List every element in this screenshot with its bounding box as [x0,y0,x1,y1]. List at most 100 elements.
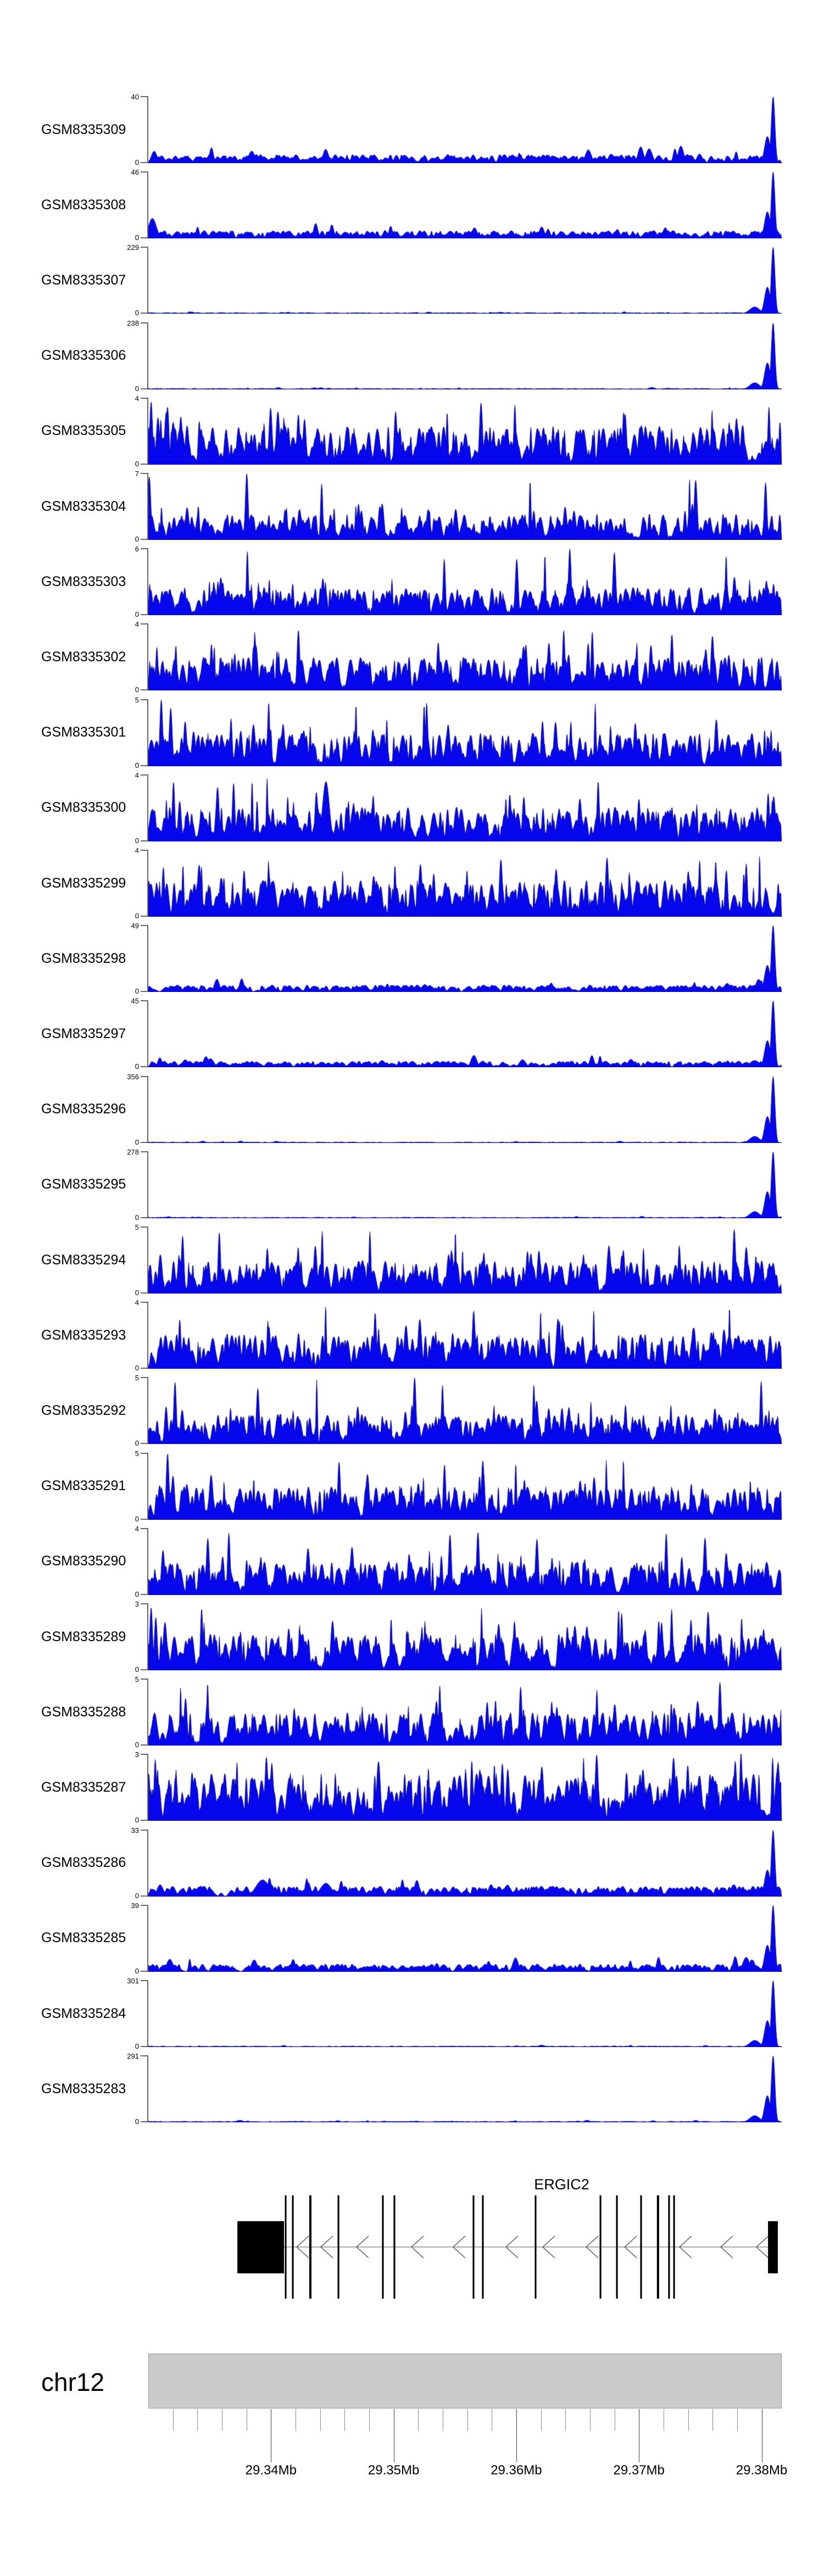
y-axis-line [147,623,148,691]
y-axis-line [147,1754,148,1821]
y-axis-zero-tick [141,162,147,163]
y-axis-zero-label: 0 [135,912,139,920]
y-axis-top-tick [141,925,147,927]
y-axis-line [147,925,148,993]
strand-direction-arrow [320,2235,333,2259]
y-axis-zero-label: 0 [135,761,139,770]
y-axis-max-label: 49 [131,922,139,930]
gene-exon-box [237,2221,284,2273]
y-axis-max-label: 6 [135,545,139,554]
y-axis-zero-label: 0 [135,610,139,619]
y-axis-max-label: 291 [127,2052,139,2061]
y-axis-line [147,96,148,163]
y-axis-top-tick [141,1829,147,1831]
y-axis-max-label: 5 [135,1374,139,1382]
y-axis-top-tick [141,1980,147,1981]
strand-direction-arrow [678,2235,692,2259]
coverage-track: GSM8335307 229 0 [0,243,824,317]
y-axis-zero-tick [141,840,147,841]
y-axis-line [147,1452,148,1520]
coverage-signal [148,623,782,691]
coverage-signal [148,171,782,239]
y-axis-zero-label: 0 [135,987,139,996]
y-axis-zero-tick [141,1669,147,1670]
track-label: GSM8335306 [41,348,126,364]
coverage-signal [148,1377,782,1445]
strand-direction-arrow [720,2235,733,2259]
y-axis-line [147,397,148,465]
y-axis-top-tick [141,96,147,97]
y-axis-zero-tick [141,1895,147,1897]
coverage-track: GSM8335285 39 0 [0,1901,824,1975]
coverage-signal [148,1527,782,1595]
axis-minor-tick [172,2409,174,2431]
coverage-signal [148,1452,782,1520]
y-axis-line [147,1904,148,1972]
y-axis-zero-label: 0 [135,1138,139,1146]
y-axis-line [147,171,148,239]
coverage-signal [148,1151,782,1218]
y-axis-max-label: 4 [135,1524,139,1533]
coverage-signal [148,548,782,616]
y-axis-max-label: 39 [131,1901,139,1910]
coverage-track: GSM8335296 356 0 [0,1073,824,1146]
y-axis-zero-label: 0 [135,1439,139,1448]
y-axis-line [147,2055,148,2123]
y-axis-zero-label: 0 [135,1514,139,1523]
y-axis-zero-label: 0 [135,1816,139,1825]
y-axis-zero-label: 0 [135,1891,139,1900]
y-axis-line [147,1527,148,1595]
track-label: GSM8335292 [41,1402,126,1418]
track-label: GSM8335284 [41,2005,126,2021]
track-label: GSM8335302 [41,649,126,665]
axis-tick-label: 29.36Mb [491,2463,542,2478]
gene-exon-line [616,2195,618,2299]
y-axis-top-tick [141,2055,147,2057]
y-axis-line [147,322,148,389]
track-label: GSM8335300 [41,800,126,816]
gene-exon-line [472,2195,475,2299]
coverage-track: GSM8335291 5 0 [0,1449,824,1523]
y-axis-zero-tick [141,614,147,616]
y-axis-line [147,1075,148,1143]
strand-direction-arrow [755,2235,769,2259]
coverage-signal [148,1226,782,1293]
coverage-track: GSM8335293 4 0 [0,1298,824,1372]
y-axis-max-label: 229 [127,243,139,252]
gene-exon-line [668,2195,670,2299]
y-axis-line [147,1377,148,1445]
coverage-track: GSM8335297 45 0 [0,997,824,1070]
y-axis-zero-tick [141,991,147,993]
y-axis-zero-tick [141,1443,147,1445]
track-label: GSM8335291 [41,1478,126,1494]
y-axis-zero-label: 0 [135,1741,139,1749]
y-axis-zero-label: 0 [135,685,139,694]
y-axis-max-label: 4 [135,620,139,629]
coverage-track: GSM8335295 278 0 [0,1148,824,1222]
coverage-track: GSM8335287 3 0 [0,1750,824,1825]
gene-exon-line [292,2195,294,2299]
axis-minor-tick [320,2409,321,2431]
gene-exon-line [382,2195,384,2299]
y-axis-zero-label: 0 [135,535,139,543]
y-axis-top-tick [141,1904,147,1906]
y-axis-zero-tick [141,1593,147,1595]
coverage-signal [148,1000,782,1068]
coverage-signal [148,96,782,163]
track-label: GSM8335309 [41,121,126,137]
coverage-signal [148,473,782,540]
y-axis-max-label: 4 [135,394,139,403]
gene-exon-line [656,2195,659,2299]
coverage-signal [148,1302,782,1369]
y-axis-line [147,774,148,841]
y-axis-max-label: 5 [135,1449,139,1458]
y-axis-zero-tick [141,463,147,465]
coverage-track: GSM8335302 4 0 [0,620,824,694]
y-axis-zero-label: 0 [135,233,139,242]
y-axis-max-label: 33 [131,1826,139,1835]
gene-exon-line [337,2195,339,2299]
coverage-track: GSM8335294 5 0 [0,1223,824,1297]
coverage-track: GSM8335304 7 0 [0,470,824,543]
chromosome-label: chr12 [41,2368,105,2396]
